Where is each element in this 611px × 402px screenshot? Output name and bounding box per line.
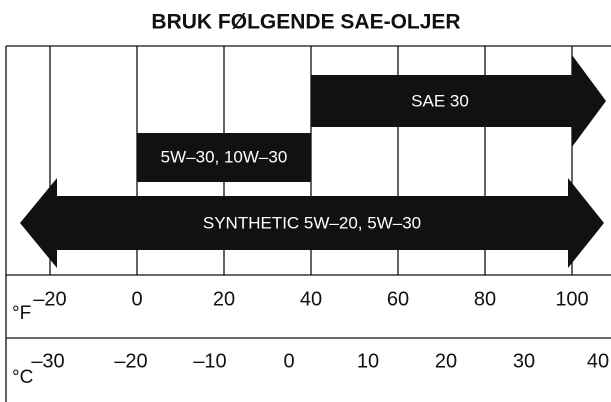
c-tick: 0	[283, 350, 294, 372]
arrow-synthetic	[20, 178, 604, 268]
arrow-label: 5W–30, 10W–30	[161, 147, 288, 166]
arrow-label: SYNTHETIC 5W–20, 5W–30	[203, 213, 421, 232]
f-tick: 60	[387, 288, 409, 310]
c-tick: –30	[31, 350, 64, 372]
c-tick: –20	[114, 350, 147, 372]
unit-c: °C	[12, 367, 33, 388]
c-tick: 20	[435, 350, 457, 372]
f-tick: –20	[33, 288, 66, 310]
box-5w30	[137, 133, 311, 182]
f-tick: 100	[555, 288, 588, 310]
f-tick: 40	[300, 288, 322, 310]
arrow-sae30	[311, 55, 606, 147]
unit-f: °F	[12, 303, 31, 324]
arrow-label: SAE 30	[411, 91, 469, 110]
c-tick: 10	[357, 350, 379, 372]
f-tick: 20	[213, 288, 235, 310]
c-tick: –10	[193, 350, 226, 372]
f-tick: 0	[131, 288, 142, 310]
f-tick: 80	[474, 288, 496, 310]
c-tick: 30	[513, 350, 535, 372]
title: BRUK FØLGENDE SAE-OLJER	[151, 11, 460, 34]
c-tick: 40	[587, 350, 609, 372]
